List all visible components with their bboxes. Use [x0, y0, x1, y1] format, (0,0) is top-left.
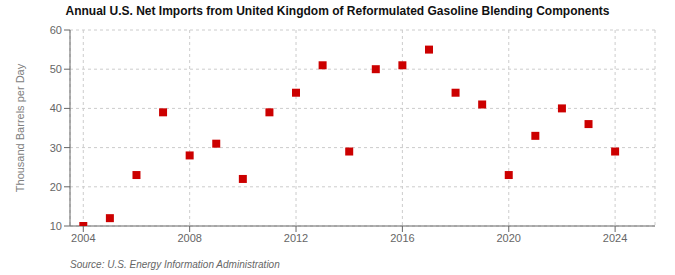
- svg-text:2012: 2012: [284, 232, 308, 244]
- svg-text:2008: 2008: [177, 232, 201, 244]
- svg-text:50: 50: [50, 63, 62, 75]
- svg-text:60: 60: [50, 24, 62, 36]
- svg-text:10: 10: [50, 220, 62, 232]
- svg-text:20: 20: [50, 181, 62, 193]
- svg-text:30: 30: [50, 142, 62, 154]
- svg-text:2024: 2024: [603, 232, 627, 244]
- html-text:Source: U.S. Energy Informatio: Source: U.S. Energy Information Administ…: [70, 259, 280, 270]
- svg-text:2016: 2016: [390, 232, 414, 244]
- svg-text:2004: 2004: [71, 232, 95, 244]
- svg-text:2020: 2020: [497, 232, 521, 244]
- svg-text:40: 40: [50, 102, 62, 114]
- html-text:Annual U.S. Net Imports from U: Annual U.S. Net Imports from United King…: [65, 4, 610, 18]
- svg-text:Thousand Barrels per Day: Thousand Barrels per Day: [14, 63, 26, 192]
